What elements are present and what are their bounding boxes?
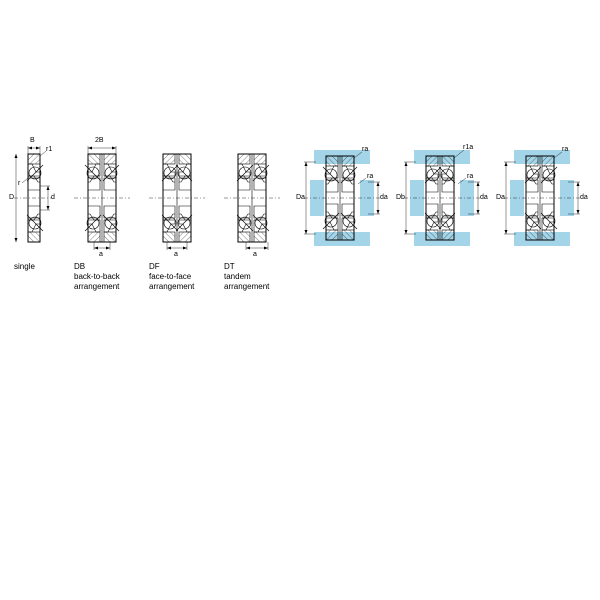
caption-df: DF face-to-face arrangement xyxy=(149,262,211,292)
caption-db: DB back-to-back arrangement xyxy=(74,262,136,292)
caption-dt: DT tandem arrangement xyxy=(224,262,286,292)
label-da-2: da xyxy=(480,194,488,201)
diagram-mount-df xyxy=(404,150,480,246)
label-r1a-2: r1a xyxy=(463,144,473,151)
label-Da-1: Da xyxy=(296,194,305,201)
label-a-db: a xyxy=(99,251,103,258)
label-ra-3: ra xyxy=(562,146,568,153)
label-B: B xyxy=(30,137,35,144)
label-Db-2: Db xyxy=(396,194,405,201)
label-ra-2: ra xyxy=(467,173,473,180)
caption-single: single xyxy=(14,262,52,272)
diagram-canvas: B r1 r D d 2B a a a Da da ra ra Db da r1… xyxy=(0,0,600,600)
label-D: D xyxy=(9,194,14,201)
label-r: r xyxy=(18,180,20,187)
label-ra-1b: ra xyxy=(367,173,373,180)
diagram-db xyxy=(74,146,130,250)
label-ra-1a: ra xyxy=(362,146,368,153)
label-a-dt: a xyxy=(253,251,257,258)
diagram-single xyxy=(14,146,52,242)
label-a-df: a xyxy=(174,251,178,258)
label-da-1: da xyxy=(380,194,388,201)
label-da-3: da xyxy=(580,194,588,201)
diagram-dt xyxy=(224,154,280,250)
label-d: d xyxy=(51,194,55,201)
diagram-mount-db xyxy=(304,150,380,246)
diagram-svg xyxy=(0,0,600,600)
diagram-df xyxy=(149,154,205,250)
label-Da-3: Da xyxy=(496,194,505,201)
diagram-mount-dt xyxy=(504,150,580,246)
label-r1: r1 xyxy=(46,146,52,153)
label-2B: 2B xyxy=(95,137,104,144)
